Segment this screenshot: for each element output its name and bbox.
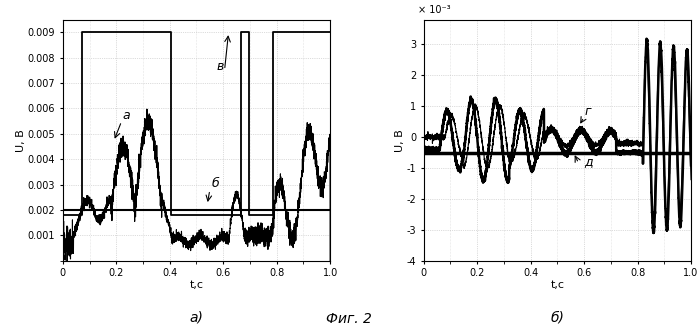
Text: д: д xyxy=(584,155,593,168)
Y-axis label: U, В: U, В xyxy=(16,129,26,152)
X-axis label: t,с: t,с xyxy=(550,280,565,290)
Y-axis label: U, В: U, В xyxy=(395,129,405,152)
Text: × 10⁻³: × 10⁻³ xyxy=(418,5,451,15)
Text: б): б) xyxy=(551,310,564,324)
Text: а: а xyxy=(123,109,131,122)
Text: в: в xyxy=(216,60,224,73)
Text: Фиг. 2: Фиг. 2 xyxy=(326,312,372,326)
Text: б: б xyxy=(211,177,219,190)
Text: г: г xyxy=(584,105,591,118)
X-axis label: t,с: t,с xyxy=(189,280,204,290)
Text: а): а) xyxy=(190,310,203,324)
